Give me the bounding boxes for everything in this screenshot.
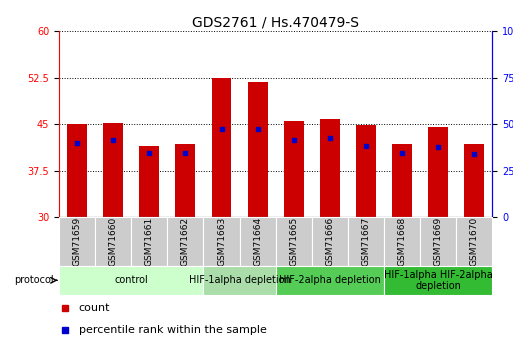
Text: GSM71670: GSM71670 xyxy=(470,217,479,266)
Text: protocol: protocol xyxy=(14,275,54,285)
Text: control: control xyxy=(114,275,148,285)
Bar xyxy=(275,217,312,266)
Bar xyxy=(428,127,448,217)
Bar xyxy=(240,217,275,266)
Text: GSM71665: GSM71665 xyxy=(289,217,298,266)
Bar xyxy=(284,121,304,217)
Bar xyxy=(204,217,240,266)
Bar xyxy=(59,266,204,295)
Text: GSM71669: GSM71669 xyxy=(434,217,443,266)
Bar xyxy=(59,217,95,266)
Bar xyxy=(275,266,384,295)
Bar xyxy=(131,217,167,266)
Text: GSM71659: GSM71659 xyxy=(72,217,82,266)
Text: HIF-2alpha depletion: HIF-2alpha depletion xyxy=(279,275,381,285)
Bar xyxy=(457,217,492,266)
Bar xyxy=(212,78,231,217)
Bar xyxy=(167,217,204,266)
Bar xyxy=(204,266,275,295)
Text: GSM71661: GSM71661 xyxy=(145,217,154,266)
Text: HIF-1alpha depletion: HIF-1alpha depletion xyxy=(189,275,290,285)
Bar xyxy=(140,146,159,217)
Bar xyxy=(464,144,484,217)
Text: percentile rank within the sample: percentile rank within the sample xyxy=(78,325,266,335)
Text: GSM71666: GSM71666 xyxy=(325,217,334,266)
Bar xyxy=(67,124,87,217)
Bar xyxy=(95,217,131,266)
Text: GSM71667: GSM71667 xyxy=(362,217,370,266)
Text: GSM71662: GSM71662 xyxy=(181,217,190,266)
Bar xyxy=(356,126,376,217)
Text: count: count xyxy=(78,303,110,313)
Bar xyxy=(312,217,348,266)
Bar xyxy=(384,217,420,266)
Title: GDS2761 / Hs.470479-S: GDS2761 / Hs.470479-S xyxy=(192,16,359,30)
Bar xyxy=(248,82,268,217)
Bar xyxy=(175,144,195,217)
Text: GSM71668: GSM71668 xyxy=(398,217,407,266)
Bar xyxy=(320,119,340,217)
Bar xyxy=(348,217,384,266)
Text: GSM71664: GSM71664 xyxy=(253,217,262,266)
Bar xyxy=(384,266,492,295)
Text: GSM71660: GSM71660 xyxy=(109,217,117,266)
Text: GSM71663: GSM71663 xyxy=(217,217,226,266)
Bar xyxy=(392,144,412,217)
Text: HIF-1alpha HIF-2alpha
depletion: HIF-1alpha HIF-2alpha depletion xyxy=(384,269,492,291)
Bar xyxy=(420,217,457,266)
Bar xyxy=(103,123,123,217)
